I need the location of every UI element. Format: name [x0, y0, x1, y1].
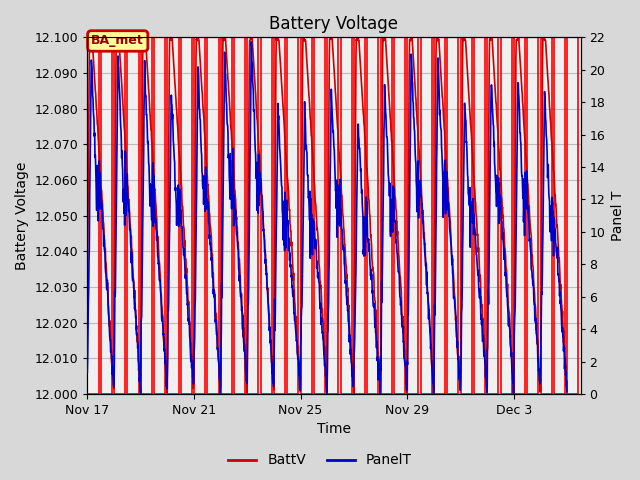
Bar	[221, 37, 232, 394]
Bar	[367, 37, 378, 394]
Title: Battery Voltage: Battery Voltage	[269, 15, 399, 33]
Bar	[527, 37, 538, 394]
Bar	[234, 37, 245, 394]
Bar	[87, 37, 99, 394]
Legend: BattV, PanelT: BattV, PanelT	[223, 448, 417, 473]
Bar	[260, 37, 272, 394]
Bar	[194, 37, 205, 394]
Bar	[180, 37, 192, 394]
Bar	[167, 37, 179, 394]
Text: BA_met: BA_met	[92, 35, 144, 48]
Bar	[141, 37, 152, 394]
Bar	[434, 37, 445, 394]
Bar	[487, 37, 499, 394]
Bar	[394, 37, 405, 394]
Bar	[447, 37, 458, 394]
Y-axis label: Battery Voltage: Battery Voltage	[15, 161, 29, 270]
Bar	[541, 37, 552, 394]
Bar	[554, 37, 565, 394]
Bar	[154, 37, 165, 394]
Bar	[340, 37, 352, 394]
Bar	[114, 37, 125, 394]
Bar	[247, 37, 259, 394]
Bar	[407, 37, 419, 394]
Bar	[461, 37, 472, 394]
Bar	[514, 37, 525, 394]
Bar	[287, 37, 298, 394]
Bar	[381, 37, 392, 394]
X-axis label: Time: Time	[317, 422, 351, 436]
Bar	[314, 37, 325, 394]
Bar	[354, 37, 365, 394]
Bar	[207, 37, 218, 394]
Bar	[567, 37, 579, 394]
Bar	[274, 37, 285, 394]
Bar	[500, 37, 512, 394]
Y-axis label: Panel T: Panel T	[611, 191, 625, 241]
Bar	[100, 37, 112, 394]
Bar	[301, 37, 312, 394]
Bar	[420, 37, 432, 394]
Bar	[474, 37, 485, 394]
Bar	[127, 37, 138, 394]
Bar	[327, 37, 339, 394]
